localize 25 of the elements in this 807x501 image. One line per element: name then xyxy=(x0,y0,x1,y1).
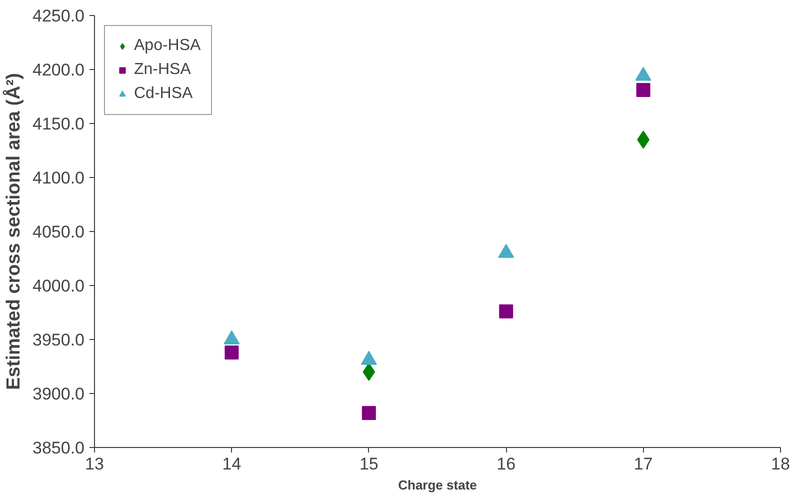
point xyxy=(499,304,514,318)
y-tick-label: 4150.0 xyxy=(32,114,85,134)
x-tick-label: 17 xyxy=(634,454,653,474)
y-axis-title: Estimated cross sectional area (Å²) xyxy=(2,73,25,390)
legend-label: Apo-HSA xyxy=(134,37,201,55)
x-tick-label: 16 xyxy=(496,454,516,474)
x-tick-label: 18 xyxy=(771,454,790,474)
point xyxy=(224,345,239,360)
y-tick-label: 3850.0 xyxy=(32,438,85,458)
y-tick-label: 4000.0 xyxy=(32,276,85,296)
x-tick-label: 15 xyxy=(359,454,378,474)
y-tick-label: 4200.0 xyxy=(32,60,85,80)
legend-label: Zn-HSA xyxy=(134,61,191,79)
y-tick-label: 4100.0 xyxy=(32,168,85,188)
y-tick-label: 4050.0 xyxy=(32,222,85,242)
point xyxy=(362,362,376,381)
legend-label: Cd-HSA xyxy=(134,85,193,103)
y-tick-label: 4250.0 xyxy=(32,6,85,26)
point xyxy=(362,406,376,420)
x-tick-label: 14 xyxy=(222,454,242,474)
x-tick-label: 13 xyxy=(85,454,104,474)
point xyxy=(636,83,650,98)
y-tick-label: 3950.0 xyxy=(32,330,85,350)
y-tick-label: 3900.0 xyxy=(32,384,85,404)
x-axis-title: Charge state xyxy=(398,478,477,492)
